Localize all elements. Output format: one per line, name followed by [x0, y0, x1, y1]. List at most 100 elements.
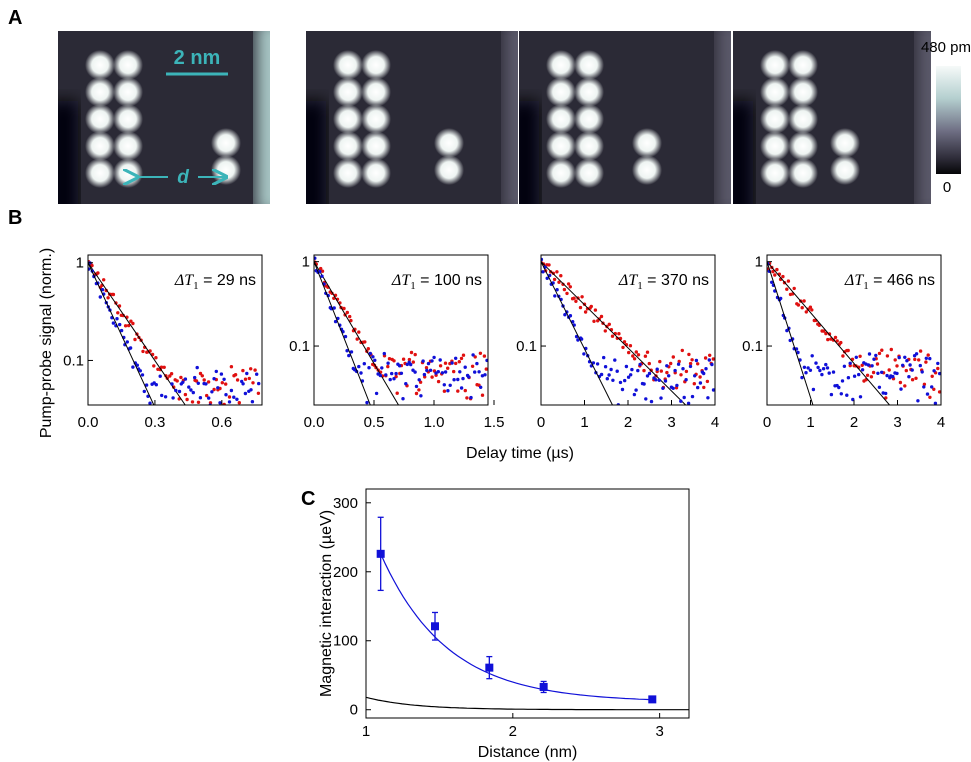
data-point-red [189, 412, 192, 415]
data-point-blue [237, 411, 240, 414]
data-point-red [621, 346, 624, 349]
data-point-red [346, 311, 349, 314]
data-point-blue [932, 369, 935, 372]
data-point-blue [673, 369, 676, 372]
data-point-blue [820, 373, 823, 376]
data-point-red [348, 315, 351, 318]
data-point-blue [616, 370, 619, 373]
x-tick-label: 1 [806, 414, 814, 431]
data-point-blue [384, 373, 387, 376]
atom [85, 158, 115, 188]
x-tick-label: 1.5 [484, 414, 505, 431]
data-point-red [141, 350, 144, 353]
data-point-red [102, 278, 105, 281]
data-point-red [415, 392, 418, 395]
data-point-red [176, 379, 179, 382]
data-point-red [627, 351, 630, 354]
data-point-blue [667, 374, 670, 377]
data-point-red [456, 389, 459, 392]
data-point-blue [215, 370, 218, 373]
data-point-red [775, 268, 778, 271]
decay-plot: 0 1 2 3 40.1ΔT1 = 370 ns [516, 255, 719, 431]
data-point-blue [679, 400, 682, 403]
data-point-red [698, 375, 701, 378]
data-point-red [402, 358, 405, 361]
atom [760, 104, 790, 134]
data-point-blue [409, 363, 412, 366]
data-point-blue [359, 371, 362, 374]
data-point-blue [394, 372, 397, 375]
data-point-red [462, 354, 465, 357]
atom [788, 131, 818, 161]
data-point-blue [224, 393, 227, 396]
data-point-blue [693, 374, 696, 377]
decay-plot: 0.0 0.3 0.610.1ΔT1 = 29 ns [63, 255, 262, 431]
data-point-blue [582, 352, 585, 355]
atom [788, 50, 818, 80]
fit-line [88, 263, 154, 405]
data-point-blue [432, 356, 435, 359]
data-point-blue [648, 372, 651, 375]
data-point-blue [689, 365, 692, 368]
data-point-red [781, 275, 784, 278]
atom [361, 50, 391, 80]
data-point-blue [212, 377, 215, 380]
data-point-red [479, 352, 482, 355]
data-point-blue [159, 375, 162, 378]
data-point-blue [644, 397, 647, 400]
data-point-red [228, 395, 231, 398]
data-point-red [392, 359, 395, 362]
data-point-blue [872, 358, 875, 361]
data-point-blue [934, 402, 937, 405]
data-point-blue [164, 395, 167, 398]
data-point-blue [443, 383, 446, 386]
data-point-blue [822, 367, 825, 370]
data-point-blue [259, 408, 262, 411]
data-point-blue [371, 355, 374, 358]
data-point-blue [803, 366, 806, 369]
data-point-red [928, 396, 931, 399]
x-tick-label: 3 [655, 723, 663, 740]
data-point-blue [650, 400, 653, 403]
data-point-blue [885, 374, 888, 377]
data-point-red [565, 292, 568, 295]
stm-image [509, 21, 747, 221]
data-point-blue [847, 376, 850, 379]
data-point-blue [684, 378, 687, 381]
atom [113, 158, 143, 188]
data-point-blue [922, 385, 925, 388]
panel-label-a: A [8, 7, 22, 29]
data-point-red [184, 393, 187, 396]
data-point-blue [606, 377, 609, 380]
atom [361, 104, 391, 134]
data-point-red [170, 372, 173, 375]
data-point-red [191, 400, 194, 403]
data-point-red [485, 367, 488, 370]
data-point-blue [234, 415, 237, 418]
data-point-blue [452, 378, 455, 381]
atom [546, 104, 576, 134]
data-point-blue [320, 275, 323, 278]
atom [85, 104, 115, 134]
data-point-blue [911, 368, 914, 371]
x-tick-label: 2 [624, 414, 632, 431]
stm-image [296, 21, 534, 221]
data-point-red [899, 381, 902, 384]
data-point-red [681, 349, 684, 352]
data-point-blue [139, 369, 142, 372]
data-point-red [112, 293, 115, 296]
data-point-red [635, 350, 638, 353]
stm-image [723, 21, 947, 221]
y-tick-label: 100 [333, 633, 358, 650]
atom [788, 77, 818, 107]
decay-plots: 0.0 0.3 0.610.1ΔT1 = 29 ns0.0 0.5 1.0 1.510.1… [63, 254, 945, 431]
data-point-blue [429, 369, 432, 372]
data-point-red [834, 336, 837, 339]
data-point-blue [629, 373, 632, 376]
data-point-blue [461, 377, 464, 380]
panel-b-xlabel: Delay time (µs) [466, 445, 574, 462]
x-tick-label: 2 [509, 723, 517, 740]
data-point-blue [926, 392, 929, 395]
data-point-red [797, 303, 800, 306]
lifetime-value: = 100 ns [416, 272, 482, 289]
